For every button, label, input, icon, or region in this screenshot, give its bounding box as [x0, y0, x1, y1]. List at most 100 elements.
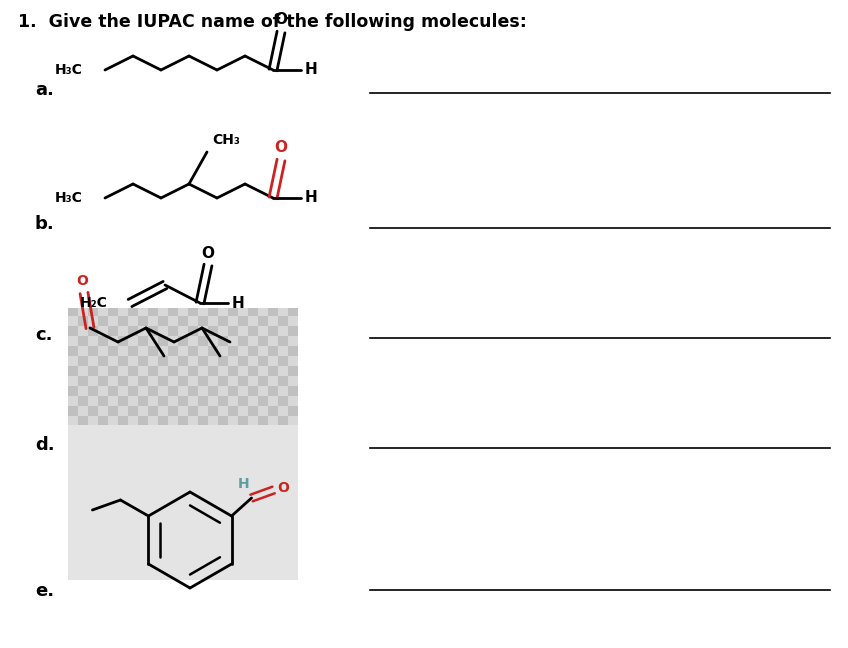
Bar	[238, 396, 248, 406]
Bar	[268, 396, 278, 406]
Bar	[198, 336, 208, 346]
Bar	[278, 366, 288, 376]
Bar	[258, 406, 268, 416]
Bar	[268, 406, 278, 416]
Bar	[148, 376, 158, 386]
Bar	[178, 376, 188, 386]
Bar	[208, 308, 218, 316]
Bar	[268, 416, 278, 426]
Bar	[268, 336, 278, 346]
Bar	[168, 386, 178, 396]
Bar	[108, 376, 118, 386]
Bar	[258, 386, 268, 396]
Text: O: O	[275, 141, 287, 156]
Bar	[198, 416, 208, 426]
Bar	[258, 316, 268, 326]
Bar	[258, 356, 268, 366]
Bar	[288, 386, 298, 396]
Bar	[188, 376, 198, 386]
Bar	[78, 386, 88, 396]
Text: H: H	[304, 191, 317, 205]
Bar	[278, 376, 288, 386]
Bar	[108, 346, 118, 356]
Bar	[108, 336, 118, 346]
Bar	[238, 386, 248, 396]
Bar	[268, 316, 278, 326]
Bar	[78, 366, 88, 376]
Bar	[68, 316, 78, 326]
Bar	[98, 416, 108, 426]
Bar	[148, 326, 158, 336]
Bar	[188, 336, 198, 346]
Bar	[288, 326, 298, 336]
Bar	[88, 308, 98, 316]
Bar	[118, 326, 128, 336]
Bar	[98, 406, 108, 416]
Bar	[68, 308, 78, 316]
Bar	[98, 376, 108, 386]
Bar	[198, 326, 208, 336]
Bar	[108, 416, 118, 426]
Bar	[98, 336, 108, 346]
Bar	[88, 416, 98, 426]
Bar	[188, 346, 198, 356]
Bar	[188, 356, 198, 366]
Bar	[218, 406, 228, 416]
Bar	[198, 376, 208, 386]
Bar	[238, 366, 248, 376]
Bar	[138, 326, 148, 336]
Bar	[188, 406, 198, 416]
Bar	[68, 366, 78, 376]
Bar	[218, 346, 228, 356]
Bar	[278, 336, 288, 346]
Bar	[218, 326, 228, 336]
Bar	[228, 356, 238, 366]
Bar	[108, 386, 118, 396]
Bar	[198, 366, 208, 376]
Bar	[278, 356, 288, 366]
Bar	[78, 416, 88, 426]
Bar	[68, 376, 78, 386]
Bar	[78, 346, 88, 356]
Bar	[158, 416, 168, 426]
Bar	[168, 406, 178, 416]
Bar	[288, 316, 298, 326]
Text: e.: e.	[35, 582, 54, 600]
Bar	[128, 308, 138, 316]
Bar	[258, 308, 268, 316]
Bar	[118, 376, 128, 386]
Bar	[148, 396, 158, 406]
Bar	[108, 308, 118, 316]
Bar	[268, 386, 278, 396]
Bar	[208, 336, 218, 346]
Bar	[78, 376, 88, 386]
Bar	[178, 336, 188, 346]
Bar	[178, 366, 188, 376]
Bar	[98, 396, 108, 406]
Bar	[98, 308, 108, 316]
Bar	[258, 376, 268, 386]
Bar	[138, 386, 148, 396]
Bar	[78, 406, 88, 416]
Bar	[168, 326, 178, 336]
Bar	[128, 356, 138, 366]
Bar	[148, 386, 158, 396]
Bar	[138, 316, 148, 326]
Bar	[168, 366, 178, 376]
Text: H₂C: H₂C	[80, 296, 108, 310]
Bar	[198, 346, 208, 356]
Bar	[68, 356, 78, 366]
Bar	[198, 396, 208, 406]
Bar	[218, 396, 228, 406]
Bar	[248, 308, 258, 316]
Bar	[148, 308, 158, 316]
Bar	[138, 416, 148, 426]
Text: H: H	[304, 62, 317, 78]
Bar	[178, 386, 188, 396]
Bar	[68, 406, 78, 416]
Bar	[198, 308, 208, 316]
Text: d.: d.	[35, 436, 54, 454]
Bar	[168, 308, 178, 316]
Bar	[288, 336, 298, 346]
Bar	[88, 326, 98, 336]
